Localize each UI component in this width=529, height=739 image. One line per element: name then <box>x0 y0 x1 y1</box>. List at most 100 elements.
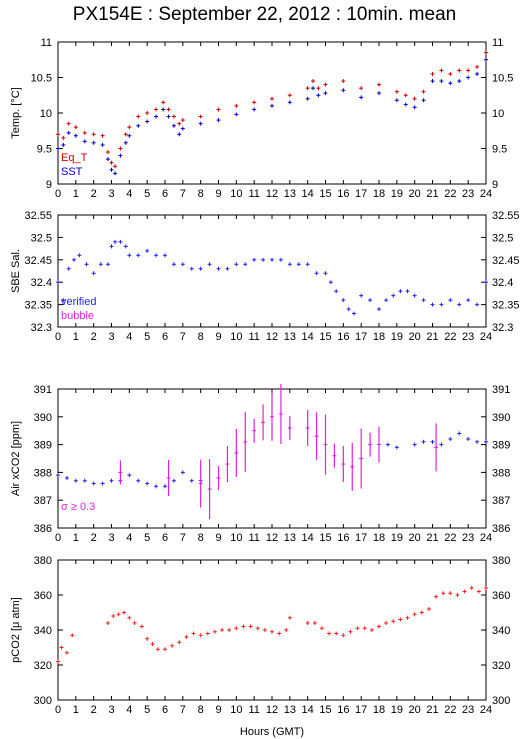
x-tick-label: 1 <box>73 331 79 343</box>
legend-sst: SST <box>61 166 83 178</box>
y-tick-label: 360 <box>34 590 52 602</box>
y-tick-label: 340 <box>34 625 52 637</box>
x-tick-label: 10 <box>230 331 242 343</box>
y-tick-label-right: 32.3 <box>492 322 513 334</box>
y-tick-label: 9.5 <box>37 144 52 156</box>
x-tick-label: 24 <box>480 331 492 343</box>
y-tick-label: 388 <box>34 467 52 479</box>
x-tick-label: 15 <box>319 704 331 716</box>
panel-temperature: 0 1 2 3 4 5 6 7 8 9 10 11 12 13 14 15 16 17 18 19 20 21 22 23 24… <box>10 37 513 200</box>
x-tick-label: 20 <box>409 188 421 200</box>
y-tick-label-right: 340 <box>492 625 510 637</box>
y-tick-label-right: 32.5 <box>492 232 513 244</box>
x-tick-label: 2 <box>91 532 97 544</box>
x-tick-label: 15 <box>319 532 331 544</box>
y-tick-label-right: 387 <box>492 495 510 507</box>
x-tick-label: 20 <box>409 704 421 716</box>
x-tick-label: 19 <box>391 331 403 343</box>
x-tick-label: 11 <box>248 532 259 544</box>
x-tick-label: 13 <box>284 532 296 544</box>
x-tick-label: 21 <box>426 704 438 716</box>
y-tick-label-right: 386 <box>492 523 510 535</box>
x-tick-label: 24 <box>480 532 492 544</box>
y-tick-label: 389 <box>34 440 52 452</box>
x-tick-label: 11 <box>248 331 259 343</box>
y-tick-label-right: 32.35 <box>492 300 520 312</box>
y-tick-label-right: 391 <box>492 384 510 396</box>
x-tick-label: 9 <box>215 532 221 544</box>
x-tick-label: 13 <box>284 188 296 200</box>
x-tick-label: 23 <box>462 532 474 544</box>
x-tick-label: 6 <box>162 188 168 200</box>
y-tick-label-right: 320 <box>492 660 510 672</box>
legend-sigma: σ ≥ 0.3 <box>61 501 95 513</box>
y-tick-label-right: 32.45 <box>492 255 520 267</box>
y-tick-label: 32.35 <box>24 300 52 312</box>
panels: 0 1 2 3 4 5 6 7 8 9 10 11 12 13 14 15 16 17 18 19 20 21 22 23 24… <box>10 37 520 716</box>
y-axis-label: Temp. [°C] <box>10 87 22 138</box>
y-tick-label: 32.55 <box>24 210 52 222</box>
x-tick-label: 12 <box>266 331 278 343</box>
x-tick-label: 12 <box>266 704 278 716</box>
panel-salinity: 0 1 2 3 4 5 6 7 8 9 10 11 12 13 14 15 16 17 18 19 20 21 22 23 24… <box>10 210 520 343</box>
x-tick-label: 0 <box>55 532 61 544</box>
x-tick-label: 0 <box>55 331 61 343</box>
y-tick-label: 32.45 <box>24 255 52 267</box>
x-tick-label: 2 <box>91 331 97 343</box>
x-tick-label: 5 <box>144 188 150 200</box>
y-tick-label-right: 300 <box>492 695 510 707</box>
x-tick-label: 21 <box>426 188 438 200</box>
x-tick-label: 2 <box>91 704 97 716</box>
x-tick-label: 23 <box>462 331 474 343</box>
x-tick-label: 21 <box>426 331 438 343</box>
x-tick-label: 22 <box>444 331 456 343</box>
y-tick-label: 32.5 <box>31 232 52 244</box>
x-tick-label: 18 <box>373 532 385 544</box>
x-tick-label: 7 <box>180 532 186 544</box>
x-tick-label: 19 <box>391 532 403 544</box>
y-tick-label: 32.4 <box>31 277 52 289</box>
x-tick-label: 3 <box>108 532 114 544</box>
x-tick-label: 5 <box>144 704 150 716</box>
x-tick-label: 14 <box>302 331 314 343</box>
y-tick-label: 391 <box>34 384 52 396</box>
x-tick-label: 5 <box>144 532 150 544</box>
y-axis-label: SBE Sal. <box>10 249 22 293</box>
x-tick-label: 8 <box>198 532 204 544</box>
y-tick-label-right: 10 <box>492 108 504 120</box>
x-tick-label: 22 <box>444 704 456 716</box>
y-axis-label: pCO2 [μ atm] <box>10 597 22 663</box>
plot-frame <box>57 41 487 185</box>
x-tick-label: 10 <box>230 532 242 544</box>
x-tick-label: 16 <box>337 704 349 716</box>
x-tick-label: 11 <box>248 188 259 200</box>
legend-verified: verified <box>61 296 96 308</box>
x-tick-label: 3 <box>108 188 114 200</box>
x-tick-label: 2 <box>91 188 97 200</box>
x-tick-label: 14 <box>302 532 314 544</box>
panel-air_xco2: 0 1 2 3 4 5 6 7 8 9 10 11 12 13 14 15 16 17 18 19 20 21 22 23 24… <box>10 384 510 544</box>
y-tick-label: 300 <box>34 695 52 707</box>
y-tick-label: 10 <box>40 108 52 120</box>
plot-frame <box>57 214 487 328</box>
x-tick-label: 9 <box>215 704 221 716</box>
x-tick-label: 16 <box>337 331 349 343</box>
x-tick-label: 18 <box>373 331 385 343</box>
y-tick-label-right: 32.55 <box>492 210 520 222</box>
x-tick-label: 14 <box>302 704 314 716</box>
x-tick-label: 17 <box>355 188 367 200</box>
x-tick-label: 15 <box>319 188 331 200</box>
y-tick-label-right: 10.5 <box>492 73 513 85</box>
y-tick-label-right: 9.5 <box>492 144 507 156</box>
x-tick-label: 4 <box>126 188 132 200</box>
x-tick-label: 15 <box>319 331 331 343</box>
y-tick-label: 11 <box>41 37 52 49</box>
x-tick-label: 8 <box>198 188 204 200</box>
x-tick-label: 9 <box>215 188 221 200</box>
x-tick-label: 0 <box>55 704 61 716</box>
legend-eq-t: Eq_T <box>61 152 88 164</box>
legend-bubble: bubble <box>61 310 94 322</box>
x-tick-label: 20 <box>409 532 421 544</box>
x-tick-label: 4 <box>126 331 132 343</box>
